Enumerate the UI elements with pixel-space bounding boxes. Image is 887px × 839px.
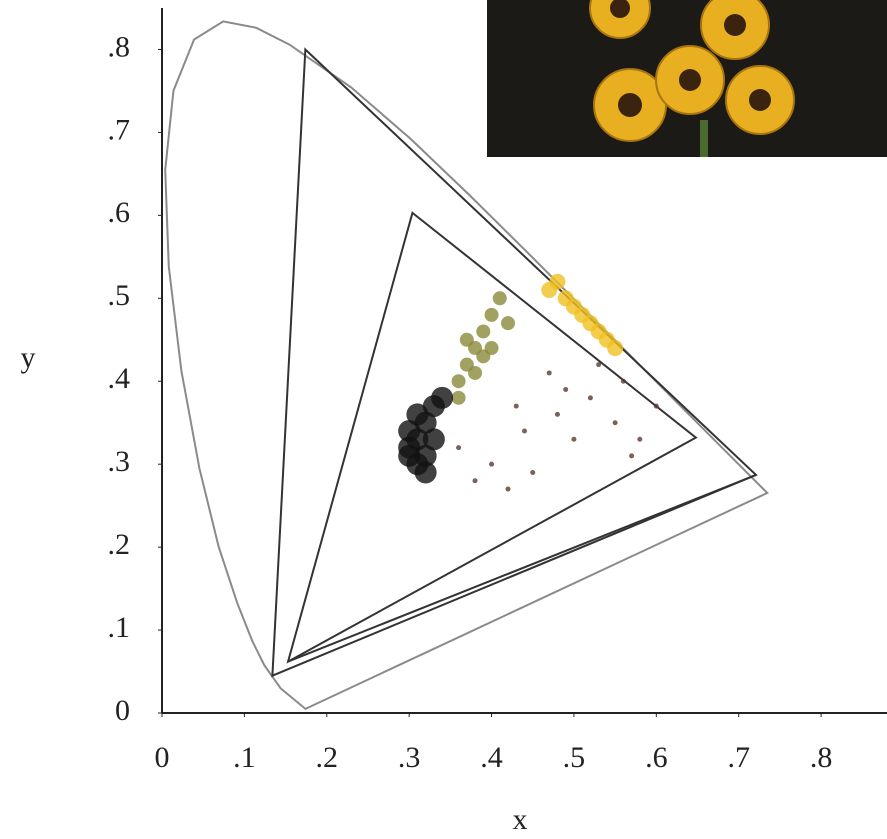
y-tick-label: .8 (108, 30, 131, 63)
data-point (456, 445, 462, 451)
data-point (653, 403, 659, 409)
data-point (563, 387, 569, 393)
data-point (571, 436, 577, 442)
data-point (546, 370, 552, 376)
y-tick-label: .7 (108, 113, 131, 146)
data-point (414, 461, 437, 484)
data-point (484, 341, 499, 356)
y-tick-label: .5 (108, 279, 131, 312)
data-point (587, 395, 593, 401)
data-point (629, 453, 635, 459)
y-tick-label: .6 (108, 196, 131, 229)
x-tick-label: .3 (398, 741, 421, 774)
x-tick-label: .1 (233, 741, 256, 774)
y-tick-label: .1 (108, 611, 131, 644)
data-point (582, 315, 599, 332)
data-point (468, 365, 483, 380)
data-point (505, 486, 511, 492)
data-point (637, 436, 643, 442)
data-point (598, 331, 615, 348)
data-point (476, 324, 491, 339)
gamut-outline (271, 47, 758, 678)
data-point (530, 469, 536, 475)
data-point (522, 428, 527, 434)
y-tick-label: .3 (108, 445, 131, 478)
data-point (492, 291, 507, 306)
inset-photo (487, 0, 887, 157)
y-tick-label: .2 (108, 528, 131, 561)
data-point (501, 316, 516, 331)
data-point (620, 378, 626, 384)
gamut-outline (287, 474, 757, 663)
data-point (484, 307, 499, 322)
data-point (398, 444, 421, 467)
data-point (596, 362, 602, 368)
data-point (489, 461, 495, 467)
data-point (451, 390, 466, 405)
data-point (422, 428, 445, 451)
data-point (406, 403, 429, 426)
x-tick-label: .5 (563, 741, 586, 774)
x-tick-label: .7 (727, 741, 750, 774)
data-point (513, 403, 519, 409)
y-tick-label: 0 (115, 694, 130, 727)
data-point (398, 420, 421, 442)
data-point (451, 374, 466, 389)
data-point (612, 420, 618, 426)
x-axis-label: x (513, 803, 528, 836)
data-point (549, 273, 566, 290)
data-point (472, 478, 478, 484)
x-tick-label: .8 (810, 741, 833, 774)
x-tick-label: .6 (645, 741, 668, 774)
y-tick-label: .4 (108, 362, 131, 395)
x-tick-label: .4 (480, 741, 503, 774)
data-point (554, 411, 560, 417)
x-tick-label: .2 (316, 741, 339, 774)
data-point (414, 444, 437, 467)
data-point (459, 332, 474, 347)
x-tick-label: 0 (155, 741, 170, 774)
data-point (431, 386, 454, 409)
y-axis-label: y (21, 341, 36, 374)
data-point (565, 298, 582, 315)
gamut-outline (286, 211, 698, 664)
